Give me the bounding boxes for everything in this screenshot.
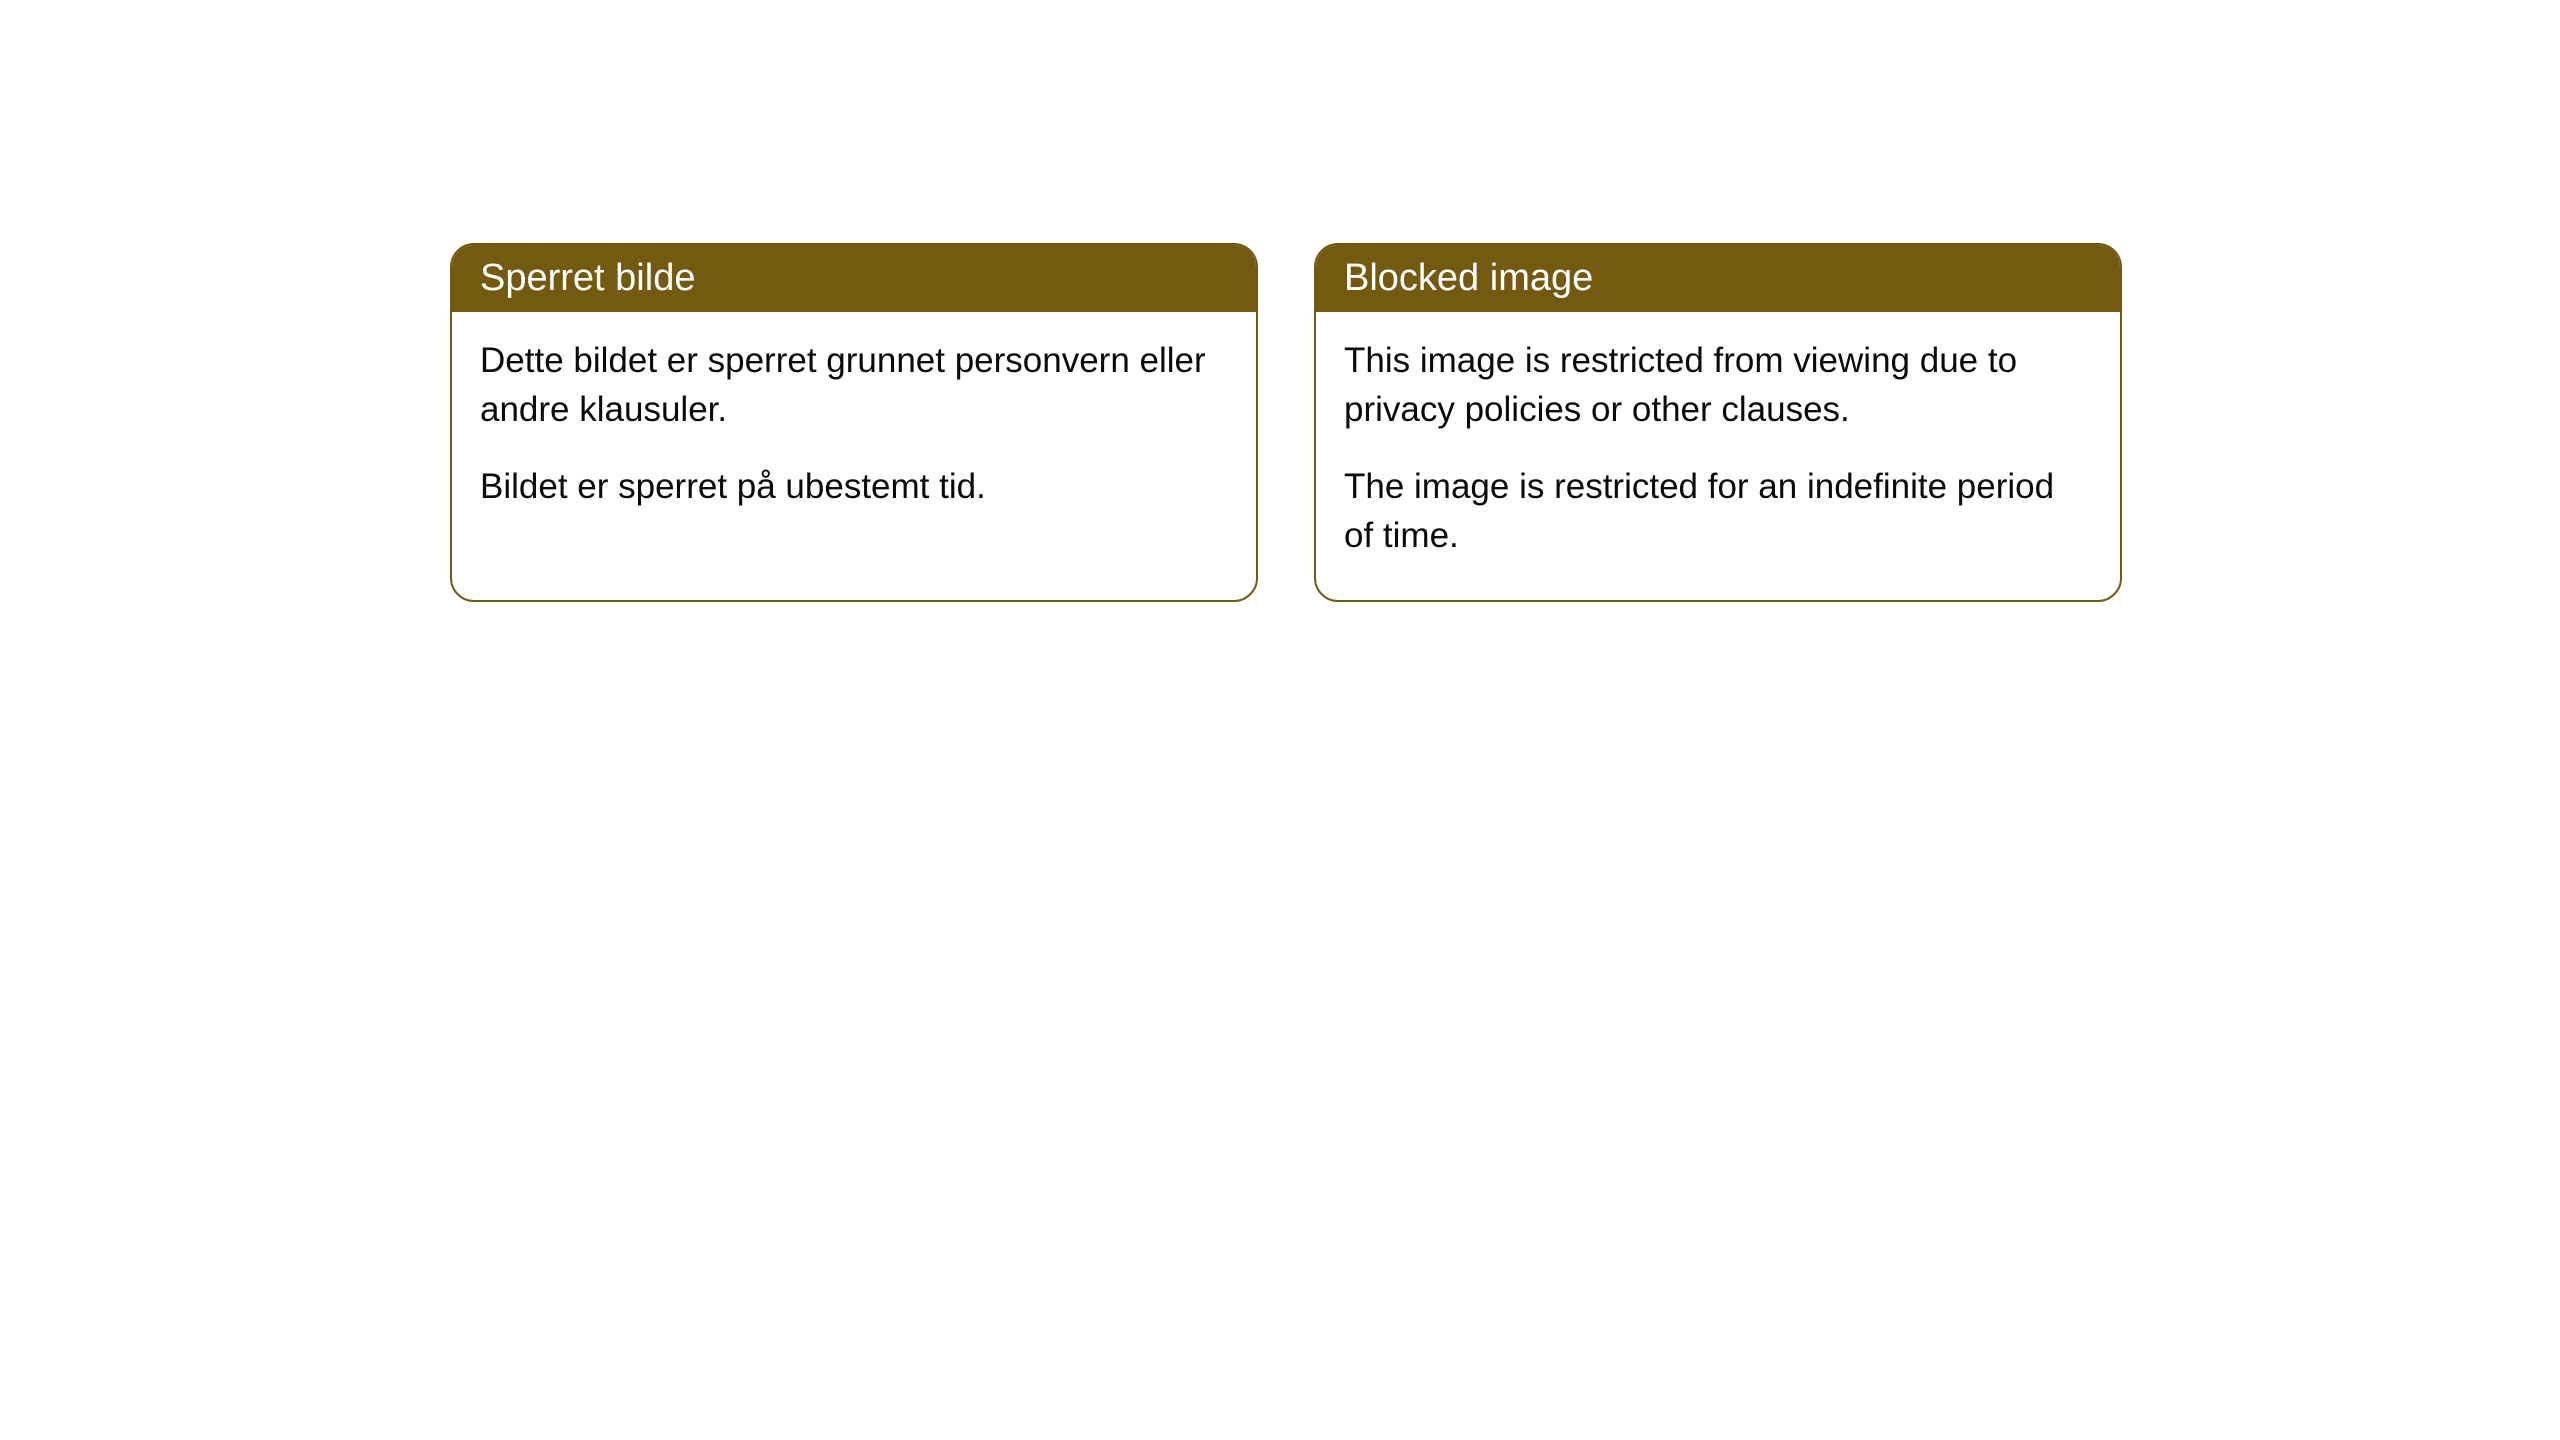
notice-cards-container: Sperret bilde Dette bildet er sperret gr… [450,243,2122,602]
card-header-english: Blocked image [1316,245,2120,312]
card-header-norwegian: Sperret bilde [452,245,1256,312]
notice-card-norwegian: Sperret bilde Dette bildet er sperret gr… [450,243,1258,602]
card-paragraph: Dette bildet er sperret grunnet personve… [480,336,1228,434]
card-title: Sperret bilde [480,257,695,299]
card-paragraph: Bildet er sperret på ubestemt tid. [480,462,1228,511]
card-paragraph: This image is restricted from viewing du… [1344,336,2092,434]
card-body-english: This image is restricted from viewing du… [1316,312,2120,600]
card-body-norwegian: Dette bildet er sperret grunnet personve… [452,312,1256,551]
card-paragraph: The image is restricted for an indefinit… [1344,462,2092,560]
card-title: Blocked image [1344,257,1593,299]
notice-card-english: Blocked image This image is restricted f… [1314,243,2122,602]
